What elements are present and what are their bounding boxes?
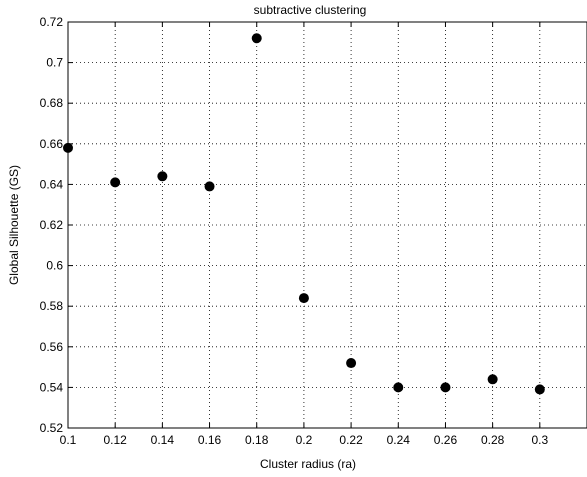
x-tick-label: 0.14: [151, 433, 175, 447]
x-tick-label: 0.2: [296, 433, 313, 447]
x-tick-label: 0.28: [481, 433, 505, 447]
data-point: [157, 171, 168, 182]
data-point: [346, 358, 357, 369]
data-point: [110, 177, 121, 188]
y-tick-label: 0.66: [40, 137, 64, 151]
chart-title: subtractive clustering: [254, 3, 367, 17]
y-axis-label: Global Silhouette (GS): [7, 165, 21, 285]
y-tick-label: 0.7: [46, 56, 63, 70]
data-point: [251, 33, 262, 44]
y-tick-label: 0.54: [40, 380, 64, 394]
data-point: [204, 181, 215, 192]
data-point: [298, 293, 309, 304]
x-tick-label: 0.24: [387, 433, 411, 447]
data-point: [440, 382, 451, 393]
y-tick-label: 0.52: [40, 421, 64, 435]
data-point: [393, 382, 404, 393]
x-tick-labels: 0.1 0.12 0.14 0.16 0.18 0.2 0.22 0.24 0.26 0.28 0.…: [60, 433, 549, 447]
data-points: [63, 33, 545, 395]
y-tick-label: 0.58: [40, 299, 64, 313]
y-tick-labels: 0.52 0.54 0.56 0.58 0.6 0.62 0.64 0.66 0.68 0.7 0.…: [40, 15, 64, 435]
data-point: [487, 374, 498, 385]
x-tick-label: 0.16: [198, 433, 222, 447]
data-point: [534, 384, 545, 395]
x-tick-label: 0.3: [531, 433, 548, 447]
y-tick-label: 0.6: [46, 259, 63, 273]
x-tick-label: 0.26: [434, 433, 458, 447]
x-tick-label: 0.18: [245, 433, 269, 447]
grid-lines: [67, 21, 587, 429]
y-tick-label: 0.68: [40, 96, 64, 110]
x-tick-label: 0.12: [104, 433, 128, 447]
y-tick-label: 0.62: [40, 218, 64, 232]
axis-ticks: [67, 21, 541, 429]
x-axis-label: Cluster radius (ra): [260, 457, 356, 471]
x-tick-label: 0.1: [60, 433, 77, 447]
plot-area-frame: [67, 21, 587, 429]
y-tick-label: 0.56: [40, 340, 64, 354]
y-tick-label: 0.64: [40, 177, 64, 191]
y-tick-label: 0.72: [40, 15, 64, 29]
x-tick-label: 0.22: [339, 433, 363, 447]
data-point: [63, 142, 73, 153]
